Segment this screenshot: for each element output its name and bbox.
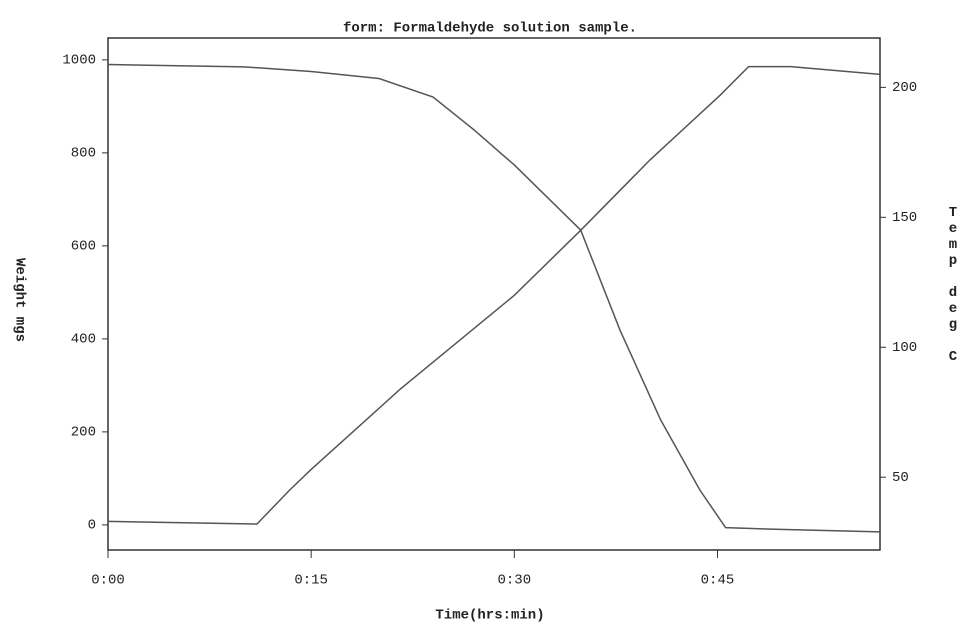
data-line [107, 63, 881, 533]
chart-title: form: Formaldehyde solution sample. [343, 21, 637, 37]
y2-tick-label: 150 [892, 210, 917, 226]
x-axis-label: Time(hrs:min) [435, 608, 544, 624]
y2-tick-label: 200 [892, 80, 917, 96]
x-tick-label: 0:30 [498, 573, 532, 589]
x-tick-label: 0:00 [91, 573, 125, 589]
y-tick-label: 1000 [62, 53, 96, 69]
y-tick-label: 600 [71, 239, 96, 255]
y2-tick-label: 100 [892, 340, 917, 356]
x-tick-label: 0:15 [294, 573, 328, 589]
y-tick-label: 400 [71, 332, 96, 348]
y-tick-label: 200 [71, 425, 96, 441]
y-tick-label: 0 [88, 518, 96, 534]
x-tick-label: 0:45 [701, 573, 735, 589]
y-tick-label: 800 [71, 146, 96, 162]
data-line [107, 65, 881, 525]
y-axis-label: Weight mgs [11, 258, 27, 342]
plot-frame [107, 37, 881, 551]
y2-axis-label: Temp deg C [945, 205, 961, 365]
y2-tick-label: 50 [892, 470, 909, 486]
